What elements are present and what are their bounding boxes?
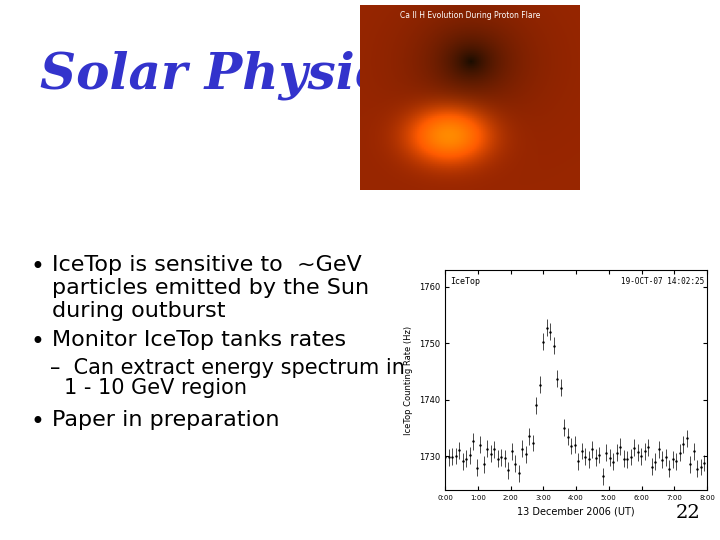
Text: Dec. 13, 2006 Solar
outburst seen by
international monitoring
network: Dec. 13, 2006 Solar outburst seen by int… xyxy=(489,280,708,348)
Text: Ca II H Evolution During Proton Flare: Ca II H Evolution During Proton Flare xyxy=(400,11,540,19)
Text: Monitor IceTop tanks rates: Monitor IceTop tanks rates xyxy=(52,330,346,350)
X-axis label: 13 December 2006 (UT): 13 December 2006 (UT) xyxy=(517,507,635,516)
Text: –  Can extract energy spectrum in: – Can extract energy spectrum in xyxy=(50,358,405,378)
Text: 22: 22 xyxy=(675,504,700,522)
Text: 19-OCT-07 14:02:25: 19-OCT-07 14:02:25 xyxy=(621,276,704,286)
Text: •: • xyxy=(30,410,44,434)
Text: IceTop: IceTop xyxy=(450,276,480,286)
Text: 1 - 10 GeV region: 1 - 10 GeV region xyxy=(64,378,247,398)
Text: IceTop is sensitive to  ~GeV: IceTop is sensitive to ~GeV xyxy=(52,255,361,275)
Text: •: • xyxy=(30,255,44,279)
Text: during outburst: during outburst xyxy=(52,301,225,321)
Text: •: • xyxy=(30,330,44,354)
Y-axis label: IceTop Counting Rate (Hz): IceTop Counting Rate (Hz) xyxy=(405,326,413,435)
Text: Paper in preparation: Paper in preparation xyxy=(52,410,279,430)
Text: particles emitted by the Sun: particles emitted by the Sun xyxy=(52,278,369,298)
Text: Solar Physics: Solar Physics xyxy=(40,50,413,99)
